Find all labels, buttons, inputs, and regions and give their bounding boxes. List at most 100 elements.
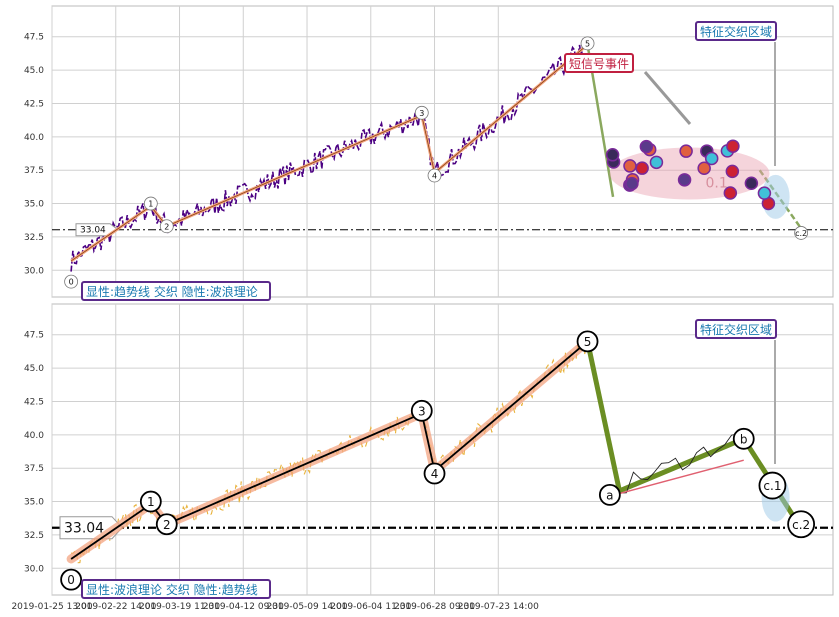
wave-label: 1 [147,495,155,509]
y-tick-label: 42.5 [24,99,44,109]
signal-marker [679,144,693,158]
annotation-text: 特征交织区域 [700,322,772,337]
y-tick-label: 47.5 [24,33,44,43]
reference-label: 33.04 [80,226,106,236]
wave-label-circle [139,490,162,513]
wave-label-circle [143,196,158,211]
wave-label-circle [576,330,599,353]
x-tick-label: 2019-02-22 14:00 [75,602,156,612]
abc-subwave [619,433,739,494]
wave-segment [420,413,436,472]
reference-label: 33.04 [64,521,104,537]
y-tick-label: 32.5 [24,531,44,541]
signal-marker [649,155,664,170]
signal-marker [639,139,654,154]
wave-label: 5 [584,335,592,349]
wave-label: 5 [585,39,590,48]
wave-label: 0 [69,278,74,287]
y-tick-label: 45.0 [24,66,44,76]
abc-segment [585,340,622,492]
annotation-box [695,21,777,41]
wave-label: 4 [432,172,437,181]
x-tick-label: 2019-06-28 09:30 [394,602,475,612]
trend-segment-line [434,44,588,174]
wave-label-circle [414,105,429,120]
wave-label: c.2 [795,229,807,238]
y-tick-label: 40.0 [24,431,44,441]
annotation-box [81,281,271,301]
wave-label-circle [598,483,621,506]
y-tick-label: 37.5 [24,464,44,474]
wave-label: 3 [419,109,424,118]
wave-label-circle [410,399,433,422]
signal-marker [625,176,639,191]
wave-label-circle [64,274,79,289]
trend-line [619,459,744,495]
annotation-text: 特征交织区域 [700,24,772,39]
wave-label: b [740,432,748,446]
signal-marker [704,151,719,166]
signal-marker [726,139,740,153]
y-tick-label: 32.5 [24,233,44,243]
annotation-text: 显性:波浪理论 交织 隐性:趋势线 [86,582,258,597]
wave-segment [433,340,589,472]
x-tick-label: 2019-05-09 14:00 [266,602,347,612]
annotation-box [81,579,271,599]
annotation-text: 短信号事件 [569,57,629,71]
wave-segment [166,412,423,526]
y-tick-label: 47.5 [24,331,44,341]
y-tick-label: 45.0 [24,364,44,374]
plot-frame [51,303,834,596]
annotation-text: 显性:趋势线 交织 隐性:波浪理论 [86,284,258,299]
annotation-box [695,319,777,339]
wave-label-circle [159,219,174,234]
wave-label: 1 [148,200,153,209]
wave-label: a [606,488,613,502]
wave-label-circle [155,513,178,536]
top-panel: 30.0 32.5 35.0 37.5 40.0 42.5 45.0 47.5 33.04 0.1… [24,5,834,301]
y-tick-label: 42.5 [24,397,44,407]
signal-marker [635,161,649,175]
x-tick-label: 2019-03-19 11:30 [139,602,220,612]
x-tick-label: 2019-01-25 13:00 [11,602,92,612]
wave-label: 3 [418,404,426,418]
x-tick-label: 2019-07-23 14:00 [458,602,539,612]
signal-marker [757,186,772,200]
signal-marker [605,148,620,162]
wave-label: 0 [67,573,75,587]
signal-marker [623,159,637,173]
signal-marker [723,186,738,200]
bottom-panel: 30.0 32.5 35.0 37.5 40.0 42.5 45.0 47.5 33.04 0 12… [24,303,834,599]
x-tick-label: 2019-06-04 11:30 [330,602,411,612]
y-tick-label: 40.0 [24,133,44,143]
annotation-box [564,53,634,73]
wave-label-circle [732,427,755,450]
wave-label: c.1 [763,479,781,493]
abc-segment [618,436,745,494]
wave-label-circle [60,568,83,591]
wave-label: 2 [164,222,169,231]
y-tick-label: 37.5 [24,166,44,176]
wave-segment [70,503,152,560]
y-tick-label: 30.0 [24,266,44,276]
signal-marker [725,164,740,179]
signal-marker [677,173,692,187]
trend-segment-line [166,115,422,227]
wave-label-circle [794,226,809,240]
y-tick-label: 35.0 [24,200,44,210]
annotation-arrow [643,71,692,125]
wave-label-circle [758,471,787,500]
wave-label-circle [580,36,595,51]
wave-label-circle [423,462,446,485]
signal-marker [744,176,759,191]
trend-segment-line [421,115,435,173]
signal-value-label: 0.1 [705,176,727,192]
y-tick-label: 30.0 [24,564,44,574]
wave-label: 2 [163,518,171,532]
wave-label: 4 [431,467,439,481]
wave-label: c.2 [792,518,810,532]
trend-segment-line [70,205,152,262]
x-tick-label: 2019-04-12 09:30 [203,602,284,612]
